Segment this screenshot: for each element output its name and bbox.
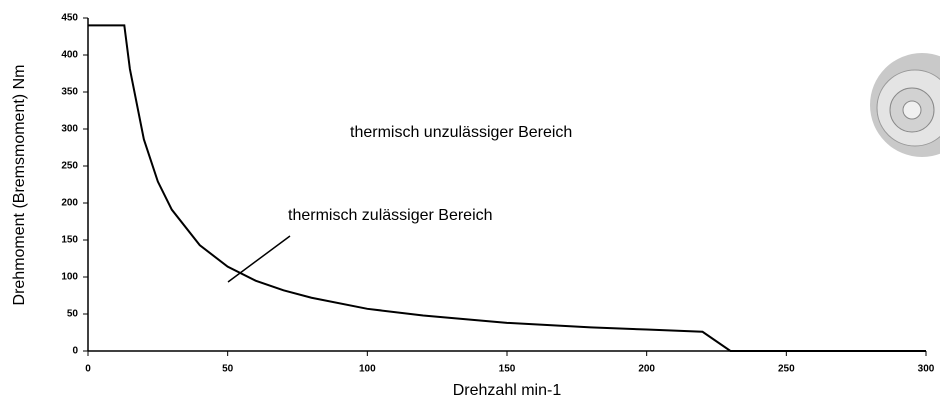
x-tick-label: 250	[778, 364, 795, 375]
y-tick-label: 150	[61, 235, 78, 246]
x-axis-title: Drehzahl min-1	[453, 382, 562, 399]
y-tick-label: 0	[72, 346, 78, 357]
y-tick-label: 50	[67, 309, 79, 320]
data-line	[88, 25, 926, 351]
motor-image	[870, 53, 940, 157]
y-tick-label: 200	[61, 198, 78, 209]
y-axis-title: Drehmoment (Bremsmoment) Nm	[11, 65, 28, 306]
x-tick-label: 300	[918, 364, 935, 375]
annotation: thermisch unzulässiger Bereich	[350, 124, 572, 141]
chart: thermisch unzulässiger Bereich thermisch…	[0, 0, 940, 403]
x-tick-label: 200	[638, 364, 655, 375]
x-tick-label: 50	[222, 364, 234, 375]
motor-hub	[903, 101, 921, 119]
leader-line	[228, 236, 290, 282]
y-tick-label: 250	[61, 161, 78, 172]
x-tick-label: 100	[359, 364, 376, 375]
y-tick-label: 100	[61, 272, 78, 283]
y-tick-label: 350	[61, 87, 78, 98]
x-tick-label: 150	[499, 364, 516, 375]
annotation: thermisch zulässiger Bereich	[288, 207, 493, 224]
y-tick-label: 450	[61, 13, 78, 24]
y-tick-label: 300	[61, 124, 78, 135]
y-tick-label: 400	[61, 50, 78, 61]
x-tick-label: 0	[85, 364, 91, 375]
